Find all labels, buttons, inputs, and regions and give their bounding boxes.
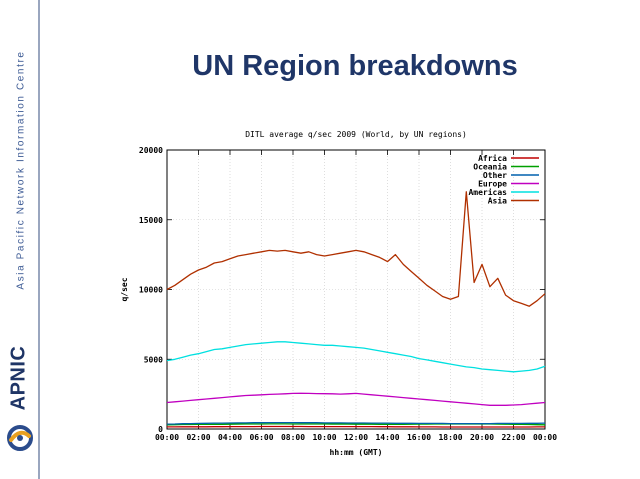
- line-chart: DITL average q/sec 2009 (World, by UN re…: [120, 130, 557, 457]
- chart-title: DITL average q/sec 2009 (World, by UN re…: [245, 130, 467, 139]
- apnic-swirl-logo-icon: [6, 424, 34, 457]
- slide-title: UN Region breakdowns: [192, 50, 518, 82]
- brand-name: APNIC: [7, 345, 30, 411]
- legend-label-asia: Asia: [488, 196, 507, 206]
- y-tick-label: 15000: [139, 216, 163, 225]
- legend-label-oceania: Oceania: [473, 162, 507, 172]
- sidebar: Asia Pacific Network Information Centre …: [0, 0, 40, 479]
- y-axis-label: q/sec: [120, 277, 129, 301]
- x-tick-label: 18:00: [438, 433, 462, 442]
- x-tick-label: 10:00: [312, 433, 336, 442]
- legend-label-americas: Americas: [468, 187, 507, 197]
- y-tick-label: 10000: [139, 286, 163, 295]
- x-tick-label: 00:00: [155, 433, 179, 442]
- x-tick-label: 14:00: [375, 433, 399, 442]
- series-line-other: [166, 421, 546, 425]
- sidebar-divider: [38, 0, 40, 479]
- x-axis-label: hh:mm (GMT): [330, 448, 383, 457]
- series-line-europe: [166, 392, 546, 406]
- x-tick-label: 02:00: [186, 433, 210, 442]
- organization-name: Asia Pacific Network Information Centre: [15, 50, 27, 290]
- x-tick-label: 16:00: [407, 433, 431, 442]
- x-tick-label: 00:00: [533, 433, 557, 442]
- x-tick-label: 04:00: [218, 433, 242, 442]
- y-tick-label: 5000: [144, 355, 163, 364]
- x-tick-label: 22:00: [501, 433, 525, 442]
- legend-label-africa: Africa: [478, 153, 507, 163]
- y-tick-label: 20000: [139, 146, 163, 155]
- series-line-africa: [167, 425, 545, 428]
- legend-label-other: Other: [483, 171, 507, 180]
- legend-label-europe: Europe: [478, 180, 507, 189]
- y-tick-label: 0: [158, 425, 163, 434]
- series-line-asia: [166, 191, 546, 307]
- x-tick-label: 12:00: [344, 433, 368, 442]
- series-line-americas: [166, 341, 546, 373]
- x-tick-label: 08:00: [281, 433, 305, 442]
- x-tick-label: 20:00: [470, 433, 494, 442]
- x-tick-label: 06:00: [249, 433, 273, 442]
